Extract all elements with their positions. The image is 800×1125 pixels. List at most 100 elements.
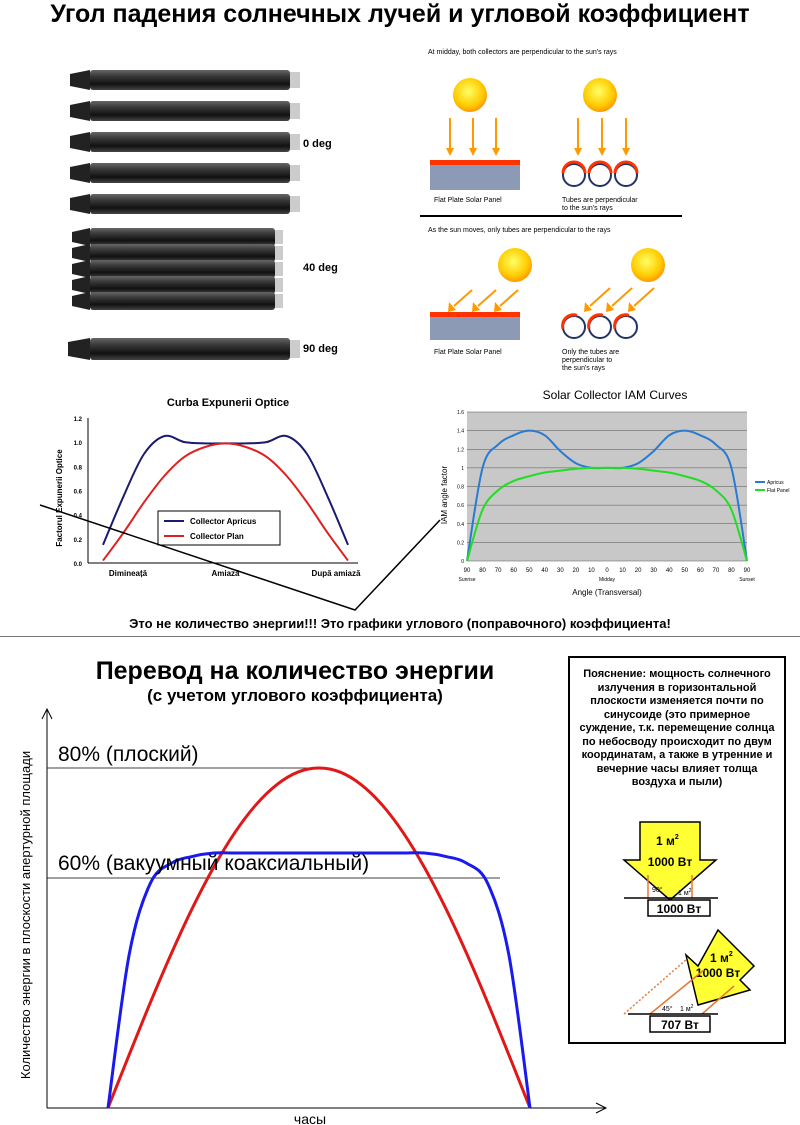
chart2-x-tick: 30 (650, 568, 657, 574)
sun-icon (498, 248, 532, 282)
sun-icon (583, 78, 617, 112)
irradiance-diagram: 1 м2 1000 Вт 90° 1 м2 1000 Вт 1 м2 1000 … (621, 821, 756, 1033)
chart2-x-annotation: Sunrise (459, 577, 476, 583)
chart1-legend-label: Collector Apricus (190, 517, 257, 526)
chart2-y-tick: 0.8 (457, 485, 464, 491)
tubes-label-0deg: 0 deg (303, 138, 332, 150)
box2-result: 707 Вт (661, 1018, 699, 1032)
tubes-40deg (72, 228, 283, 310)
chart1-x-tick: După amiază (312, 569, 361, 578)
angled-arrowheads (448, 302, 636, 312)
page-title: Угол падения солнечных лучей и угловой к… (50, 0, 750, 28)
chart2-x-tick: 80 (728, 568, 735, 574)
tube (72, 244, 283, 262)
tube (70, 194, 300, 214)
chart2-x-tick: 60 (697, 568, 704, 574)
box2-base-sup: 2 (691, 1004, 694, 1010)
tube (72, 292, 283, 310)
chart2-y-tick: 1 (461, 466, 464, 472)
section-divider (0, 636, 800, 637)
tube (70, 132, 300, 152)
chart2-x-tick: 40 (666, 568, 673, 574)
diagram-divider (420, 215, 682, 217)
chart1-y-tick: 1.2 (74, 417, 83, 423)
tubes-label-2a: Only the tubes are (562, 349, 619, 356)
chart2-x-tick: 30 (557, 568, 564, 574)
chart2-x-tick: 10 (588, 568, 595, 574)
chart1-legend: Collector Apricus Collector Plan (157, 510, 281, 546)
tube (72, 228, 283, 246)
warning-text: Это не количество энергии!!! Это графики… (129, 616, 671, 631)
box2-base: 1 м (680, 1006, 691, 1013)
box1-power: 1000 Вт (648, 855, 693, 869)
chart2-title: Solar Collector IAM Curves (543, 388, 688, 402)
tubes-illustration (68, 70, 300, 360)
tubes-label-40deg: 40 deg (303, 262, 338, 274)
chart3-ylabel: Количество энергии в плоскости апертурно… (18, 751, 33, 1079)
chart3-annotation-60: 60% (вакуумный коаксиальный) (58, 852, 369, 875)
svg-text:1 м2: 1 м2 (680, 1004, 694, 1013)
energy-title: Перевод на количество энергии (95, 657, 495, 685)
chart2-y-tick: 1.6 (457, 410, 464, 416)
chart1-x-tick: Amiază (211, 569, 240, 578)
tube (70, 101, 300, 121)
chart2-x-tick: 80 (479, 568, 486, 574)
chart2-x-tick: 70 (713, 568, 720, 574)
chart1-x-tick: Dimineață (109, 569, 148, 578)
chart2-x-annotation: Sunset (739, 577, 755, 583)
tube (70, 70, 300, 90)
tubes-label-2c: the sun's rays (562, 365, 605, 372)
chart1-legend-label: Collector Plan (190, 532, 244, 541)
chart2-x-tick: 0 (605, 568, 609, 574)
tubes-label-1a: Tubes are perpendicular (562, 197, 638, 204)
chart2-x-tick: 20 (573, 568, 580, 574)
svg-text:1 м2: 1 м2 (710, 951, 733, 965)
evacuated-tubes (561, 313, 638, 339)
vertical-rays (449, 118, 627, 152)
box2-angle: 45° (662, 1005, 673, 1013)
sun-diagram-mid-caption: As the sun moves, only tubes are perpend… (428, 227, 611, 234)
chart-energy: Количество энергии в плоскости апертурно… (18, 707, 608, 1125)
chart2-y-tick: 0.4 (457, 522, 464, 528)
tubes-0deg (70, 70, 300, 214)
box1-area-sup: 2 (675, 834, 679, 841)
sun-diagram-top-caption: At midday, both collectors are perpendic… (428, 49, 617, 56)
box2-power: 1000 Вт (696, 966, 741, 980)
chart3-xlabel: часы (294, 1111, 326, 1125)
chart2-ylabel: IAM angle factor (440, 466, 449, 525)
chart1-title: Curba Expunerii Optice (167, 397, 289, 409)
flat-plate-label-2: Flat Plate Solar Panel (434, 349, 502, 356)
chart2-y-tick: 0.2 (457, 540, 464, 546)
box1-base: 1 м (678, 890, 689, 897)
tube (68, 338, 300, 360)
chart-optical-exposure: Curba Expunerii Optice Factorul Expuneri… (55, 397, 361, 578)
tube (72, 260, 283, 278)
chart1-series-line (102, 442, 349, 562)
box1-angle: 90° (652, 886, 663, 894)
chart1-ylabel: Factorul Expunerii Optice (55, 449, 64, 547)
energy-subtitle: (с учетом углового коэффициента) (147, 686, 443, 705)
chart-iam-curves: Solar Collector IAM Curves IAM angle fac… (440, 388, 790, 597)
chart2-x-tick: 70 (495, 568, 502, 574)
chart1-y-tick: 0.0 (74, 562, 83, 568)
chart3-vacuum-curve (106, 851, 532, 1109)
box2-area: 1 м (710, 951, 729, 965)
evacuated-tubes (561, 160, 639, 187)
chart3-annotation-80: 80% (плоский) (58, 743, 199, 766)
sun-icon (453, 78, 487, 112)
chart2-xlabel: Angle (Transversal) (572, 588, 642, 597)
angled-rays (453, 287, 655, 307)
explanation-text: Пояснение: мощность солнечного излучения… (579, 668, 775, 788)
chart2-x-tick: 20 (635, 568, 642, 574)
flat-plate-panel-body (430, 165, 520, 190)
chart2-y-tick: 0 (461, 559, 464, 565)
chart2-x-tick: 40 (541, 568, 548, 574)
chart2-x-tick: 90 (464, 568, 471, 574)
tube (72, 276, 283, 294)
irradiance-45deg: 1 м2 1000 Вт 45° 1 м2 707 Вт (623, 928, 756, 1033)
chart2-legend: Apricus Flat Panel (755, 480, 790, 494)
chart2-legend-label: Apricus (767, 480, 784, 486)
chart2-x-tick: 50 (681, 568, 688, 574)
connector-lines (39, 504, 441, 611)
svg-text:1 м2: 1 м2 (656, 834, 679, 848)
